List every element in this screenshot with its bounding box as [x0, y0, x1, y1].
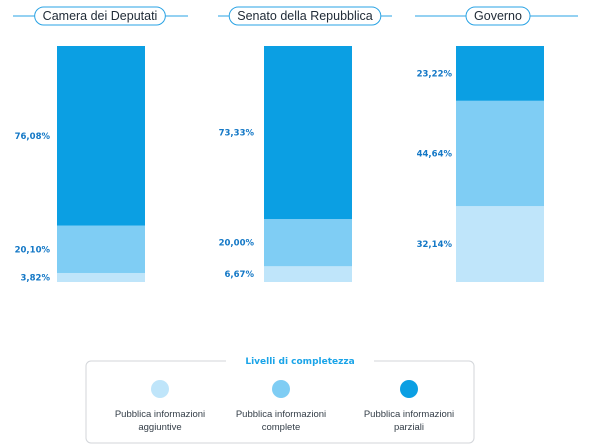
panel-title: Camera dei Deputati [43, 9, 158, 23]
data-label-aggiuntive: 32,14% [417, 240, 453, 250]
data-label-parziali: 73,33% [219, 129, 255, 139]
legend-label: aggiuntive [138, 422, 181, 433]
legend-label: Pubblica informazioni [236, 409, 326, 420]
legend-label: parziali [394, 422, 424, 433]
data-label-aggiuntive: 3,82% [21, 273, 51, 283]
data-label-parziali: 23,22% [417, 69, 453, 79]
panel-title-box [34, 6, 166, 26]
legend-title-background [226, 351, 374, 369]
bar-segment-aggiuntive [57, 272, 145, 282]
legend-label: Pubblica informazioni [115, 409, 205, 420]
legend-swatch [272, 380, 290, 398]
legend-item-3: Pubblica informazioni parziali [364, 380, 454, 433]
panel-title: Senato della Repubblica [237, 9, 373, 23]
bar-segment-complete [456, 100, 544, 207]
legend-label: complete [262, 422, 301, 433]
panel-title-box [228, 6, 382, 26]
legend-item-1: Pubblica informazioni aggiuntive [115, 380, 205, 433]
data-label-aggiuntive: 6,67% [225, 270, 255, 280]
panel-title: Governo [474, 9, 522, 23]
bar-segment-aggiuntive [264, 266, 352, 282]
legend-label: Pubblica informazioni [364, 409, 454, 420]
panels: Camera dei Deputati 3,82% 20,10% 76,08% Sena… [13, 6, 578, 283]
panel-title-box [465, 6, 531, 26]
bar-segment-parziali [57, 46, 145, 226]
bar-segment-complete [57, 225, 145, 273]
legend: Livelli di completezza Pubblica informaz… [85, 351, 475, 444]
data-label-complete: 44,64% [417, 149, 453, 159]
panel-1: Camera dei Deputati 3,82% 20,10% 76,08% [13, 6, 188, 283]
legend-title: Livelli di completezza [245, 357, 354, 367]
data-label-complete: 20,00% [219, 239, 255, 249]
panel-3: Governo 32,14% 44,64% 23,22% [415, 6, 578, 282]
data-label-parziali: 76,08% [15, 132, 51, 142]
bar-segment-parziali [264, 46, 352, 220]
panel-2: Senato della Repubblica 6,67% 20,00% 73,33% [218, 6, 392, 282]
data-label-complete: 20,10% [15, 245, 51, 255]
legend-swatch [400, 380, 418, 398]
bar-segment-aggiuntive [456, 206, 544, 282]
bar-segment-parziali [456, 46, 544, 101]
bar-segment-complete [264, 219, 352, 267]
legend-swatch [151, 380, 169, 398]
legend-item-2: Pubblica informazioni complete [236, 380, 326, 433]
